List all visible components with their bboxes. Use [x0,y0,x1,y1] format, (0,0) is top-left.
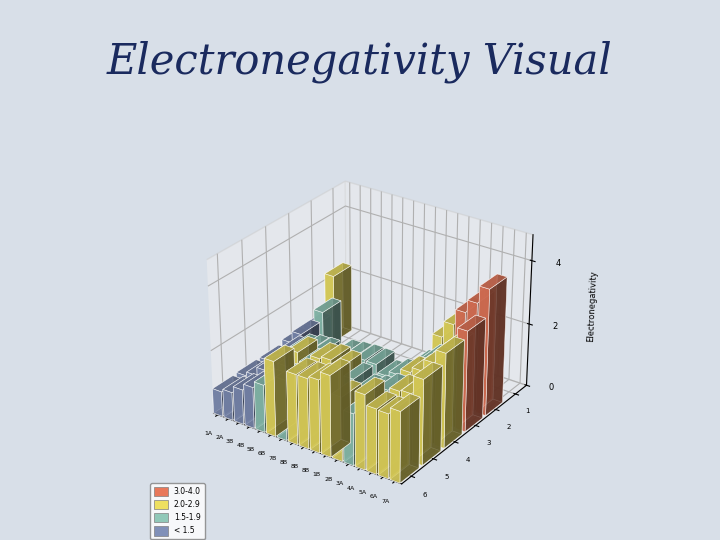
Text: Electronegativity Visual: Electronegativity Visual [107,41,613,84]
Legend: 3.0-4.0, 2.0-2.9, 1.5-1.9, < 1.5: 3.0-4.0, 2.0-2.9, 1.5-1.9, < 1.5 [150,483,204,539]
